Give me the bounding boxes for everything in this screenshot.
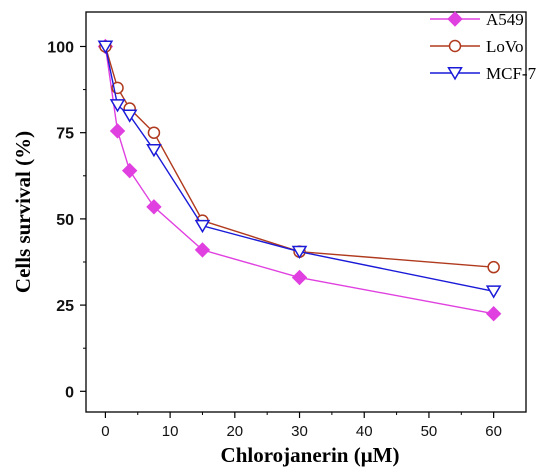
data-point-a549 [194, 242, 211, 258]
legend-marker-mcf-7 [447, 67, 463, 81]
x-tick-label: 0 [101, 423, 109, 440]
data-point-a549 [485, 306, 502, 322]
series-line-lovo [104, 46, 494, 268]
data-point-mcf-7 [146, 143, 162, 158]
data-point-mcf-7 [194, 219, 211, 234]
x-tick-label: 10 [162, 423, 179, 440]
y-axis-title: Cells survival (%) [11, 131, 35, 293]
data-point-a549 [291, 269, 308, 286]
legend-label-mcf-7: MCF-7 [486, 64, 537, 83]
data-point-mcf-7 [121, 109, 138, 123]
y-tick-label: 25 [56, 298, 74, 315]
y-tick-label: 50 [56, 212, 74, 229]
data-point-mcf-7 [109, 99, 126, 113]
series-lovo [99, 40, 500, 274]
data-point-mcf-7 [485, 285, 502, 299]
plot-frame [85, 11, 527, 413]
series-layer [97, 38, 502, 322]
series-a549 [97, 38, 502, 322]
x-tick-label: 30 [291, 423, 308, 440]
axes: 0 10 20 30 40 50 60 0 25 50 75 100 [47, 11, 527, 440]
y-tick-label: 100 [47, 39, 74, 56]
x-axis-title: Chlorojanerin (μM) [221, 443, 400, 467]
legend-label-lovo: LoVo [486, 37, 523, 56]
legend-label-a549: A549 [486, 10, 524, 29]
data-point-lovo [487, 260, 500, 274]
x-tick-label: 50 [421, 423, 438, 440]
legend-marker-lovo [448, 39, 462, 53]
series-mcf-7 [97, 40, 502, 299]
data-point-lovo [147, 126, 161, 139]
x-tick-label: 40 [356, 423, 373, 440]
legend-marker-a549 [447, 11, 463, 27]
x-tick-label: 60 [485, 423, 502, 440]
data-point-mcf-7 [291, 245, 308, 259]
data-point-a549 [146, 199, 162, 215]
y-tick-label: 0 [65, 384, 74, 401]
legend: A549 LoVo MCF-7 [430, 10, 537, 83]
data-point-a549 [121, 162, 138, 179]
y-tick-label: 75 [56, 126, 74, 143]
x-tick-label: 20 [226, 423, 243, 440]
data-point-mcf-7 [97, 40, 114, 54]
data-point-a549 [109, 123, 126, 139]
